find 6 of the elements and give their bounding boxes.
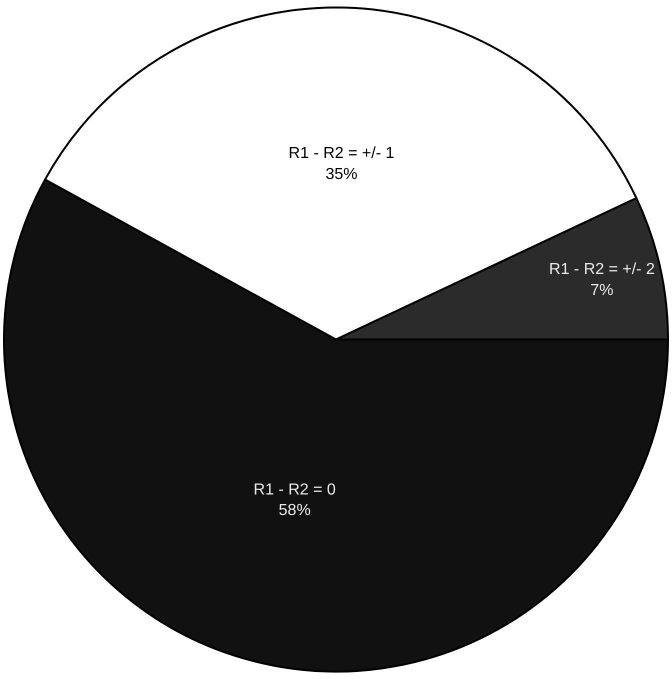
data-label: 35% — [325, 166, 358, 183]
slice-label: R1 - R2 = +/- 1 — [288, 145, 394, 162]
data-label: 58% — [278, 502, 311, 520]
data-label: 7% — [590, 282, 614, 299]
slice-label: R1 - R2 = 0 — [254, 481, 336, 498]
slice-label: R1 - R2 = +/- 2 — [549, 261, 655, 278]
